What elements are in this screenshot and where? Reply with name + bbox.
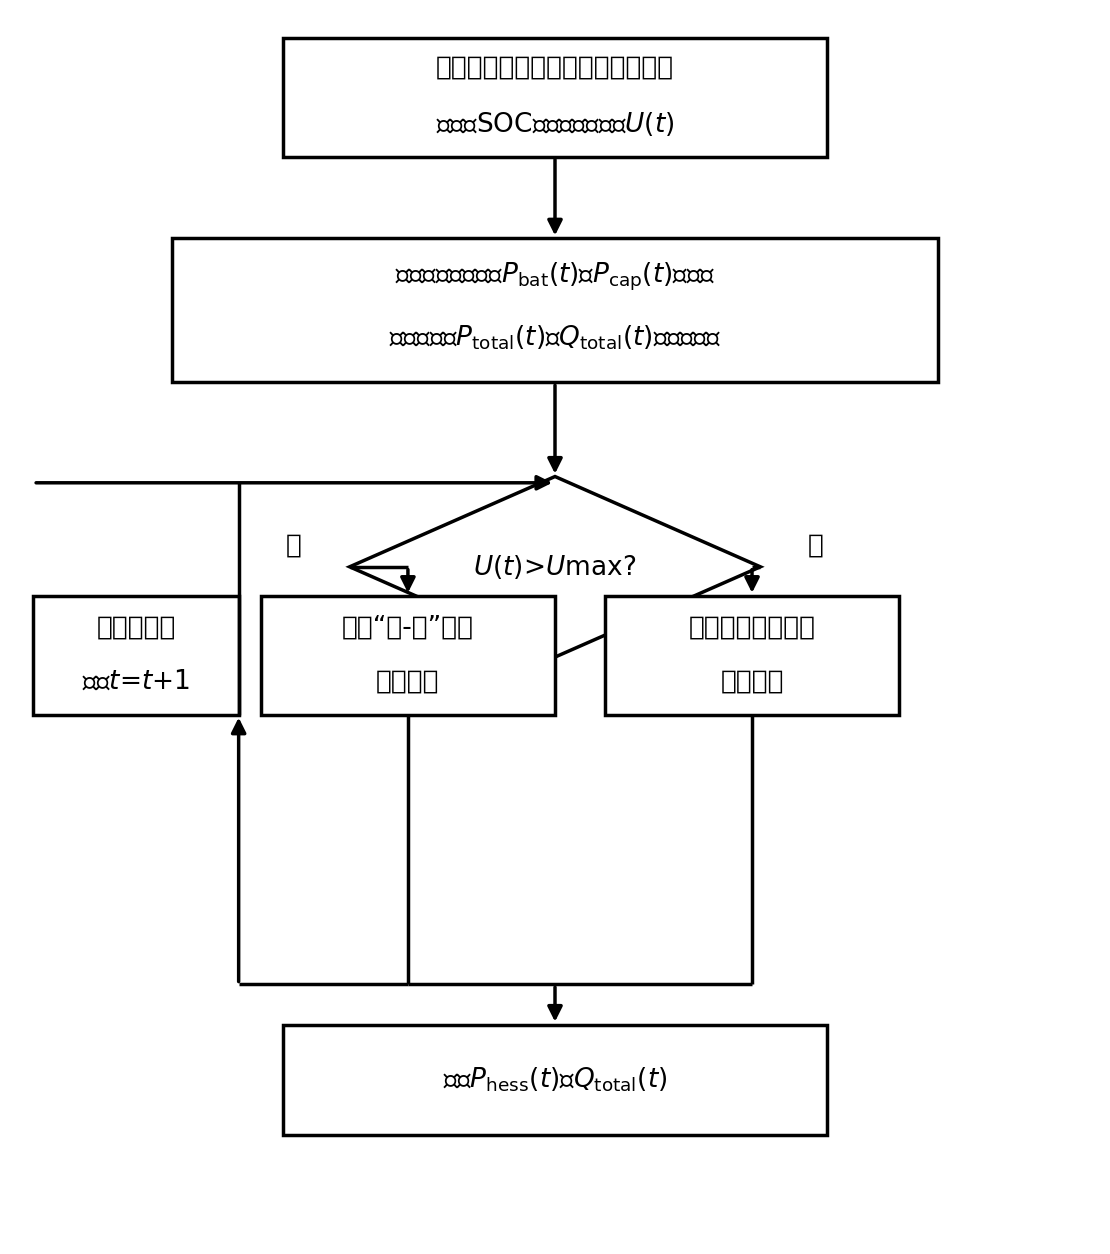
Text: 是: 是 [808, 533, 824, 558]
FancyBboxPatch shape [261, 596, 555, 715]
Text: 计算混合储能系统$P_{\rm bat}(t)$和$P_{\rm cap}(t)$的输出: 计算混合储能系统$P_{\rm bat}(t)$和$P_{\rm cap}(t)… [395, 261, 715, 292]
Text: 执行“源-网”经济: 执行“源-网”经济 [342, 614, 474, 641]
Text: 治理模型: 治理模型 [720, 668, 784, 695]
FancyBboxPatch shape [172, 238, 938, 382]
FancyBboxPatch shape [283, 38, 827, 157]
Text: 范围，确定$P_{\rm total}(t)$和$Q_{\rm total}(t)$的输出范围: 范围，确定$P_{\rm total}(t)$和$Q_{\rm total}(t… [388, 324, 722, 352]
Text: 执行节点电压越限: 执行节点电压越限 [688, 614, 816, 641]
FancyBboxPatch shape [33, 596, 239, 715]
FancyBboxPatch shape [605, 596, 899, 715]
Text: 输出$P_{\rm hess}(t)$和$Q_{\rm total}(t)$: 输出$P_{\rm hess}(t)$和$Q_{\rm total}(t)$ [443, 1066, 667, 1093]
Text: 导入配网数据，检测光伏出力、混: 导入配网数据，检测光伏出力、混 [436, 54, 674, 80]
Text: 合储能SOC值和并网点电压$U(t)$: 合储能SOC值和并网点电压$U(t)$ [436, 109, 674, 138]
Polygon shape [350, 477, 760, 657]
Text: 否: 否 [286, 533, 302, 558]
Text: 运行模型: 运行模型 [376, 668, 440, 695]
Text: 执行下一点: 执行下一点 [97, 614, 175, 641]
Text: 数据$t$=$t$+1: 数据$t$=$t$+1 [82, 668, 190, 695]
Text: $U(t)$>$U$max?: $U(t)$>$U$max? [473, 553, 637, 581]
FancyBboxPatch shape [283, 1025, 827, 1135]
